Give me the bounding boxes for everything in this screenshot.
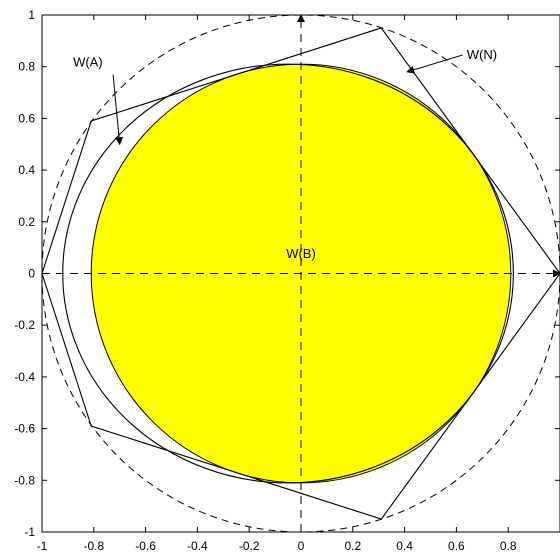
arrow-wn <box>406 54 463 74</box>
arrow-wa <box>112 74 124 146</box>
annotation-wn: W(N) <box>467 47 497 62</box>
y-tick-label: 1 <box>28 8 35 22</box>
x-tick-label: -0.2 <box>239 539 260 553</box>
y-tick-label: 0.2 <box>18 215 35 229</box>
annotation-wb: W(B) <box>286 246 316 261</box>
x-tick-label: 0.6 <box>448 539 465 553</box>
y-tick-label: 0.6 <box>18 111 35 125</box>
x-tick-label: 0.2 <box>344 539 361 553</box>
x-tick-label: -1 <box>37 539 48 553</box>
x-tick-label: -0.4 <box>187 539 208 553</box>
y-tick-label: -1 <box>24 525 35 539</box>
y-tick-label: 0.4 <box>18 163 35 177</box>
x-tick-label: -0.6 <box>135 539 156 553</box>
y-tick-label: -0.4 <box>14 370 35 384</box>
x-tick-label: 0.8 <box>500 539 517 553</box>
ticks-layer: -1 -0.8 -0.6 -0.4 -0.2 0 0.2 0.4 0.6 0.8 -1 -0.8 -0.… <box>14 8 560 553</box>
annotations-layer: W(A) W(N) W(B) <box>73 47 497 261</box>
y-tick-label: -0.8 <box>14 473 35 487</box>
y-tick-label: -0.2 <box>14 318 35 332</box>
y-tick-label: -0.6 <box>14 422 35 436</box>
x-tick-label: 0 <box>298 539 305 553</box>
polygon-wn <box>41 27 560 520</box>
y-tick-label: 0 <box>28 267 35 281</box>
y-tick-label: 0.8 <box>18 60 35 74</box>
axes-layer <box>42 14 560 532</box>
x-tick-label: -0.8 <box>83 539 104 553</box>
x-tick-label: 0.4 <box>396 539 413 553</box>
annotation-wa: W(A) <box>73 55 103 70</box>
